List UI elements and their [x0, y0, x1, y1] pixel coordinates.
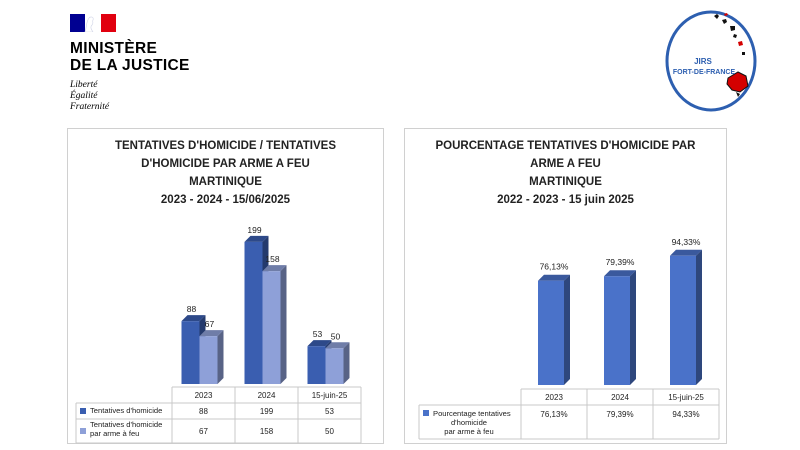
- motto-liberte: Liberté: [70, 80, 98, 90]
- motto-egalite: Égalité: [70, 91, 98, 101]
- jirs-badge-logo: JIRS FORT-DE-FRANCE: [665, 10, 757, 112]
- republic-motto: Liberté Égalité Fraternité: [70, 80, 210, 113]
- ministry-line-1: MINISTÈRE: [70, 40, 158, 57]
- table-cell: 76,13%: [540, 410, 567, 419]
- bar-firearm-0-side: [217, 330, 224, 384]
- bar-percentage-2-top: [670, 249, 702, 256]
- bar-firearm-1: [262, 271, 281, 384]
- table-cell: 88: [199, 407, 208, 416]
- x-tick-label: 2024: [258, 391, 276, 400]
- bar-firearm-2: [325, 348, 344, 384]
- bar-percentage-0: [538, 280, 564, 385]
- badge-jirs-text: JIRS: [694, 57, 712, 66]
- table-cell: 199: [260, 407, 274, 416]
- bar-firearm-1-top: [262, 265, 287, 272]
- motto-fraternite: Fraternité: [70, 102, 110, 112]
- badge-city-text: FORT-DE-FRANCE: [673, 69, 736, 76]
- data-label: 94,33%: [672, 237, 701, 247]
- bar-percentage-1-top: [604, 270, 636, 277]
- caribbean-islands-icon: [714, 13, 749, 97]
- chart-title-line: POURCENTAGE TENTATIVES D'HOMICIDE PAR: [435, 140, 696, 152]
- ministry-name: MINISTÈRE DE LA JUSTICE: [70, 40, 210, 74]
- legend-key-0: [80, 408, 86, 414]
- chart-title-line: MARTINIQUE: [189, 176, 262, 188]
- bar-percentage-1: [604, 276, 630, 385]
- legend-label-0: par arme à feu: [444, 427, 493, 436]
- table-cell: 94,33%: [672, 410, 699, 419]
- bar-percentage-2: [670, 255, 696, 385]
- x-tick-label: 2023: [195, 391, 213, 400]
- chart-panel-percentage: POURCENTAGE TENTATIVES D'HOMICIDE PAR AR…: [404, 128, 727, 444]
- bar-firearm-2-top: [325, 342, 350, 349]
- data-label: 79,39%: [606, 257, 635, 267]
- chart-title-attempts: TENTATIVES D'HOMICIDE / TENTATIVES D'HOM…: [68, 137, 383, 209]
- data-label: 76,13%: [540, 262, 569, 272]
- bar-percentage-1-side: [630, 270, 636, 385]
- legend-label-0: Pourcentage tentatives: [433, 409, 511, 418]
- bar-attempts-0-top: [181, 315, 206, 322]
- legend-label-1: par arme à feu: [90, 429, 139, 438]
- table-cell: 50: [325, 427, 334, 436]
- data-label: 199: [247, 225, 261, 235]
- bar-attempts-0: [181, 321, 200, 384]
- x-tick-label: 2024: [611, 393, 629, 402]
- table-cell: 53: [325, 407, 334, 416]
- chart-title-line: 2023 - 2024 - 15/06/2025: [160, 194, 291, 206]
- bar-chart-percentage: 76,13% 79,39% 94,33% 2023 2024 15-juin-25 Pour…: [418, 237, 720, 440]
- legend-label-0: Tentatives d'homicide: [90, 406, 162, 415]
- bar-firearm-1-side: [280, 265, 287, 384]
- data-label: 53: [313, 329, 323, 339]
- bar-attempts-1: [244, 241, 263, 384]
- bar-percentage-2-side: [696, 249, 702, 385]
- bar-firearm-0-top: [199, 330, 224, 337]
- chart-title-percentage: POURCENTAGE TENTATIVES D'HOMICIDE PAR AR…: [405, 137, 726, 209]
- bar-attempts-2: [307, 346, 326, 384]
- bar-percentage-0-top: [538, 274, 570, 281]
- bar-attempts-2-top: [307, 340, 332, 347]
- ministry-logo: MINISTÈRE DE LA JUSTICE Liberté Égalité …: [70, 14, 210, 113]
- bar-attempts-1-top: [244, 235, 269, 242]
- chart-title-line: MARTINIQUE: [529, 176, 602, 188]
- table-cell: 158: [260, 427, 274, 436]
- chart-panel-attempts: TENTATIVES D'HOMICIDE / TENTATIVES D'HOM…: [67, 128, 384, 444]
- x-tick-label: 15-juin-25: [668, 393, 704, 402]
- x-tick-label: 15-juin-25: [312, 391, 348, 400]
- bar-percentage-0-side: [564, 274, 570, 385]
- table-cell: 67: [199, 427, 208, 436]
- x-tick-label: 2023: [545, 393, 563, 402]
- legend-label-1: Tentatives d'homicide: [90, 420, 162, 429]
- table-cell: 79,39%: [606, 410, 633, 419]
- bar-chart-attempts: 88 67 199 158 53 50 2023 2024 15-juin-25 Tentativ…: [75, 225, 362, 444]
- bar-firearm-2-side: [343, 342, 350, 384]
- ministry-line-2: DE LA JUSTICE: [70, 57, 190, 74]
- legend-key-0: [423, 410, 429, 416]
- chart-title-line: 2022 - 2023 - 15 juin 2025: [497, 194, 634, 206]
- data-label: 67: [205, 319, 215, 329]
- data-label: 158: [265, 254, 279, 264]
- data-label: 88: [187, 304, 197, 314]
- chart-title-line: TENTATIVES D'HOMICIDE / TENTATIVES: [114, 140, 337, 152]
- data-label: 50: [331, 331, 341, 341]
- legend-key-1: [80, 428, 86, 434]
- marianne-flag-icon: [70, 14, 116, 32]
- legend-label-0: d'homicide: [451, 418, 487, 427]
- chart-title-line: D'HOMICIDE PAR ARME A FEU: [141, 158, 310, 170]
- bar-firearm-0: [199, 336, 218, 384]
- chart-title-line: ARME A FEU: [530, 158, 601, 170]
